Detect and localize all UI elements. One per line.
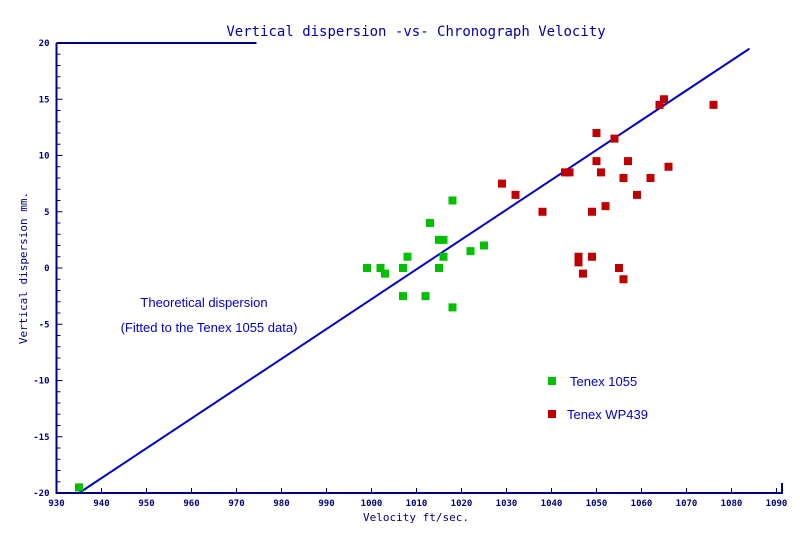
- data-points: [75, 95, 718, 492]
- annotation-fitted: (Fitted to the Tenex 1055 data): [121, 320, 298, 335]
- x-tick-label: 1040: [541, 499, 563, 509]
- y-tick-label: 10: [39, 152, 50, 162]
- point-tenex-wp439: [615, 264, 623, 272]
- x-tick-label: 1080: [721, 499, 743, 509]
- point-tenex-1055: [363, 264, 371, 272]
- x-tick-label: 1070: [676, 499, 698, 509]
- legend-label-tenex-1055: Tenex 1055: [570, 374, 637, 389]
- point-tenex-1055: [439, 252, 448, 261]
- y-tick-label: 5: [44, 208, 49, 218]
- x-tick-label: 980: [273, 499, 289, 509]
- point-tenex-wp439: [538, 207, 547, 216]
- point-tenex-1055: [403, 252, 412, 261]
- point-tenex-wp439: [511, 190, 520, 199]
- point-tenex-wp439: [579, 269, 587, 278]
- x-tick-label: 970: [228, 499, 244, 509]
- point-tenex-wp439: [660, 95, 668, 104]
- fit-line: [78, 47, 751, 494]
- point-tenex-wp439: [633, 190, 641, 199]
- annotation-theoretical: Theoretical dispersion: [140, 295, 267, 310]
- point-tenex-1055: [435, 235, 443, 244]
- x-tick-label: 940: [93, 499, 109, 509]
- x-tick-label: 950: [138, 499, 154, 509]
- point-tenex-wp439: [561, 168, 569, 177]
- y-tick-label: 15: [39, 95, 50, 105]
- point-tenex-1055: [376, 264, 385, 272]
- point-tenex-1055: [421, 292, 430, 301]
- chart-title: Vertical dispersion -vs- Chronograph Vel…: [226, 24, 605, 40]
- point-tenex-wp439: [565, 168, 574, 177]
- point-tenex-wp439: [619, 174, 628, 182]
- point-tenex-1055: [448, 196, 457, 205]
- point-tenex-1055: [426, 219, 434, 227]
- legend-label-tenex-wp439: Tenex WP439: [567, 407, 648, 422]
- axes: -20 -15 -10 -5 0 5 10 15 20 930 940 950 960 970 980 990…: [33, 39, 787, 509]
- point-tenex-wp439: [610, 134, 619, 143]
- x-tick-label: 990: [318, 499, 334, 509]
- x-tick-label: 930: [48, 499, 64, 509]
- point-tenex-wp439: [592, 129, 601, 137]
- fit-line-group: [78, 47, 751, 494]
- x-tick-label: 1010: [406, 499, 428, 509]
- x-axis-label: Velocity ft/sec.: [363, 511, 469, 524]
- point-tenex-wp439: [574, 252, 583, 261]
- point-tenex-1055: [435, 264, 443, 272]
- x-tick-label: 1050: [586, 499, 608, 509]
- legend-marker-tenex-1055: [548, 377, 556, 385]
- x-tick-label: 1000: [361, 499, 383, 509]
- point-tenex-wp439: [624, 157, 632, 166]
- y-tick-label: 20: [39, 39, 50, 49]
- point-tenex-wp439: [498, 179, 506, 188]
- point-tenex-1055: [448, 303, 457, 312]
- point-tenex-wp439: [601, 202, 610, 211]
- point-tenex-wp439: [588, 207, 596, 216]
- x-tick-label: 1060: [631, 499, 653, 509]
- point-tenex-wp439: [619, 275, 628, 284]
- y-tick-label: -20: [33, 489, 49, 499]
- x-tick-label: 1090: [766, 499, 788, 509]
- y-axis-label: Vertical dispersion mm.: [17, 192, 30, 344]
- x-tick-label: 1020: [451, 499, 473, 509]
- x-tick-label: 1030: [496, 499, 518, 509]
- point-tenex-1055: [480, 241, 488, 250]
- point-tenex-wp439: [655, 100, 664, 109]
- legend-marker-tenex-wp439: [548, 410, 556, 418]
- point-tenex-1055: [466, 247, 475, 256]
- point-tenex-wp439: [664, 162, 673, 171]
- point-tenex-wp439: [592, 157, 601, 166]
- point-tenex-wp439: [597, 168, 605, 177]
- y-tick-label: -15: [33, 433, 49, 443]
- point-tenex-wp439: [646, 174, 655, 182]
- point-tenex-wp439: [588, 252, 596, 261]
- point-tenex-1055: [399, 292, 407, 301]
- x-tick-label: 960: [183, 499, 199, 509]
- y-tick-label: -10: [33, 377, 49, 387]
- point-tenex-1055: [399, 264, 407, 272]
- point-tenex-1055: [381, 269, 389, 278]
- y-tick-label: -5: [39, 320, 50, 330]
- point-tenex-1055: [75, 483, 83, 492]
- y-tick-label: 0: [44, 264, 49, 274]
- point-tenex-wp439: [709, 100, 718, 109]
- point-tenex-1055: [439, 235, 448, 244]
- point-tenex-wp439: [574, 258, 583, 267]
